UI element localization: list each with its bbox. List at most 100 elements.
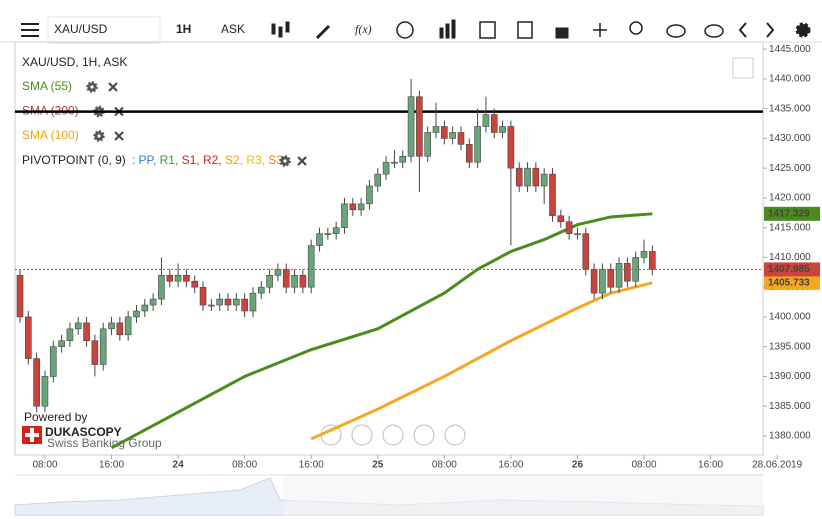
remove-icon [114,131,124,141]
candle-body [357,203,365,211]
indicator-label: SMA (100) [22,128,79,142]
candle-body [274,269,282,276]
calendar-button[interactable] [479,21,496,39]
candle-body [432,126,440,133]
candle-body [449,132,456,139]
zoom-button[interactable] [629,21,643,35]
candle-body [474,126,481,163]
candle-body [382,161,390,175]
candle-body [141,304,149,312]
info-button[interactable] [396,21,414,39]
x-tick-label: 25 [372,460,384,471]
candle-body [574,233,581,235]
indicators-button[interactable] [439,19,456,39]
candle-body [391,161,398,164]
candle-body [41,376,49,407]
prev-button[interactable] [738,22,747,38]
x-tick-label: 16:00 [498,460,523,471]
plot-frame [14,41,764,456]
lock-button[interactable] [555,27,569,39]
news-button[interactable] [517,21,533,39]
price-tag-label: 1407.985 [768,264,810,275]
candle-body [241,298,248,312]
candle-body [257,286,265,294]
period[interactable]: 1H [176,22,191,36]
price-tag-label: 1405.733 [768,277,810,288]
gear-hole [283,159,287,163]
pivot-legend: PIVOTPOINT (0, 9): PP, R1, S1, R2, S2, R… [22,153,283,167]
candle-body [33,358,40,407]
sma-line [310,281,653,441]
y-tick-label: 1400.000 [769,312,811,323]
gear-hole [90,85,94,89]
candle-body [465,144,473,163]
candle-body [582,233,590,270]
reset[interactable] [382,424,404,446]
candle-body [83,322,90,342]
logo-cross [25,428,39,442]
candle-body [108,322,115,330]
x-tick-label: 08:00 [32,460,57,471]
download-button[interactable] [704,24,724,38]
settings-button[interactable] [795,22,811,38]
expand-button[interactable] [732,57,754,79]
candle-body [249,292,257,312]
candle-body [233,298,240,306]
candle-body [299,274,307,288]
pivot-item: S1, [178,153,199,167]
candle-body [515,167,523,187]
upload-button[interactable] [666,24,686,38]
pivot-item: R2, [200,153,222,167]
navigator-window[interactable] [283,476,763,515]
candle-body [66,328,74,342]
candle-type-button[interactable] [271,21,290,38]
candle-body [116,322,124,336]
zoom-in[interactable] [413,424,435,446]
crosshair-button[interactable] [593,23,607,37]
candle-body [191,280,199,288]
price-tag-label: 1417.329 [768,208,810,219]
function-button[interactable]: f(x) [355,22,372,36]
candle-body [224,298,232,306]
candle-body [266,274,273,288]
candle-body [349,203,357,211]
draw-button[interactable] [315,24,331,40]
y-tick-label: 1385.000 [769,401,811,412]
candle-body [91,340,99,365]
symbol-select[interactable] [47,16,161,44]
x-tick-label: 24 [173,460,185,471]
candle-body [532,167,540,187]
x-tick-label: 28.06.2019 [752,460,802,471]
powered-by: Powered by [24,410,87,424]
sma-line [110,212,653,450]
side[interactable]: ASK [221,22,245,36]
candle-body [640,251,648,258]
candle-body [199,286,207,306]
symbol: XAU/USD [54,22,108,36]
price-tag [764,275,820,290]
menu-button[interactable] [21,23,39,37]
candle-body [482,114,490,127]
next-button[interactable] [766,22,775,38]
pivot-item: : PP, [132,153,156,167]
scroll-right[interactable] [444,424,466,446]
candle-body [366,185,373,205]
candle-body [282,269,290,288]
candle-body [208,304,215,307]
candle-body [557,215,565,223]
candle-body [216,298,223,306]
candle-body [590,269,598,294]
legend: XAU/USD, 1H, ASK SMA (55)SMA (200)SMA (1… [22,55,307,167]
x-tick-label: 08:00 [232,460,257,471]
candle-body [166,274,174,282]
x-tick-label: 08:00 [432,460,457,471]
candle-body [615,263,623,288]
candle-body [49,346,57,377]
candle-body [457,132,465,145]
pivot-item: S3 [265,153,283,167]
candle-body [58,340,65,347]
x-tick-label: 16:00 [99,460,124,471]
pivot-label: PIVOTPOINT (0, 9) [22,153,126,167]
zoom-out[interactable] [351,424,373,446]
y-tick-label: 1425.000 [769,163,811,174]
